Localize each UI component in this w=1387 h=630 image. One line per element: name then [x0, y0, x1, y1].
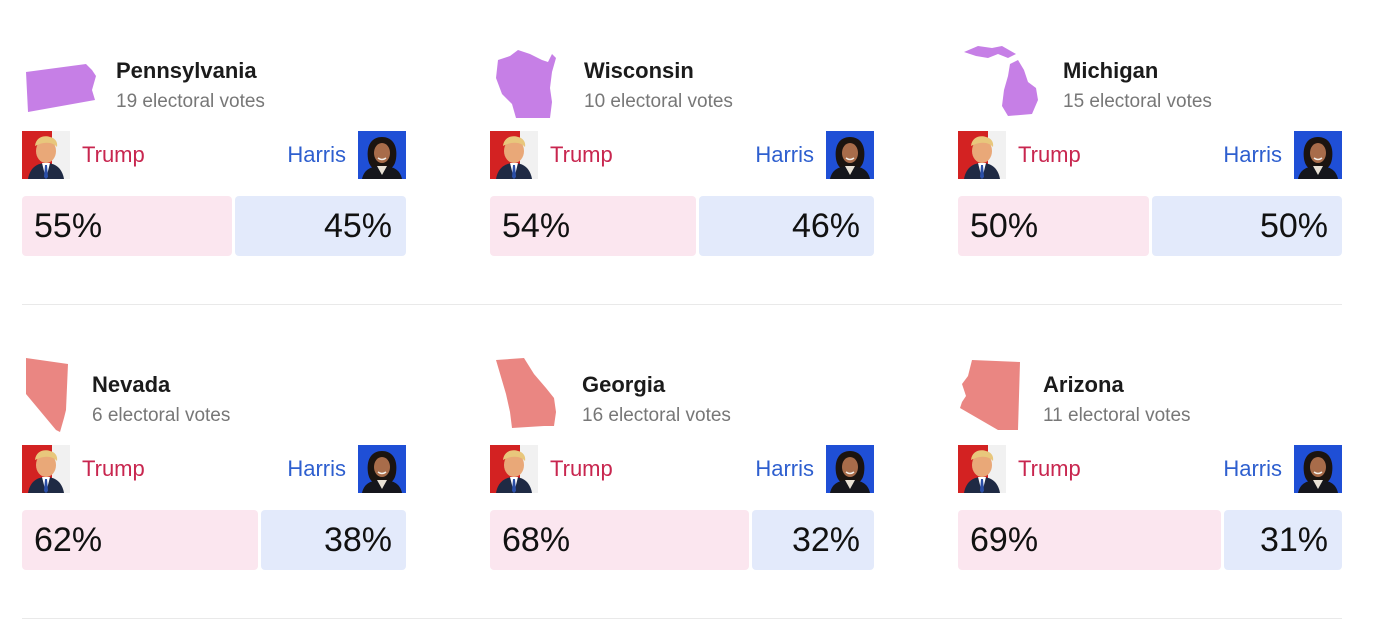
state-name: Georgia: [582, 372, 666, 397]
georgia-shape-icon: [490, 354, 570, 434]
state-card-michigan: Michigan 15 electoral votes Trump Harris: [958, 40, 1342, 296]
trump-label: Trump: [82, 456, 145, 481]
trump-label: Trump: [1018, 456, 1081, 481]
trump-avatar: [958, 445, 1006, 493]
trump-share: 62%: [22, 510, 258, 570]
state-card-georgia: Georgia 16 electoral votes Trump Harris: [490, 354, 874, 610]
trump-label: Trump: [1018, 142, 1081, 167]
harris-avatar: [1294, 445, 1342, 493]
row-divider: [22, 304, 1342, 305]
state-name: Arizona: [1043, 372, 1124, 397]
harris-avatar: [826, 131, 874, 179]
harris-share: 45%: [235, 196, 406, 256]
harris-avatar: [358, 131, 406, 179]
vote-share-bar: 55% 45%: [22, 196, 406, 256]
arizona-shape-icon: [958, 354, 1038, 434]
michigan-shape-icon: [958, 40, 1038, 120]
candidate-row: Trump Harris: [958, 445, 1342, 493]
harris-share: 31%: [1224, 510, 1342, 570]
state-card-nevada: Nevada 6 electoral votes Trump Harris: [22, 354, 406, 610]
nevada-shape-icon: [22, 354, 102, 434]
trump-avatar: [490, 445, 538, 493]
candidate-row: Trump Harris: [958, 131, 1342, 179]
harris-label: Harris: [287, 142, 346, 167]
harris-avatar: [358, 445, 406, 493]
harris-label: Harris: [1223, 142, 1282, 167]
trump-share: 54%: [490, 196, 696, 256]
electoral-votes: 15 electoral votes: [1063, 91, 1212, 112]
harris-label: Harris: [1223, 456, 1282, 481]
state-card-wisconsin: Wisconsin 10 electoral votes Trump Harri…: [490, 40, 874, 296]
harris-share: 38%: [261, 510, 406, 570]
trump-label: Trump: [82, 142, 145, 167]
vote-share-bar: 54% 46%: [490, 196, 874, 256]
trump-label: Trump: [550, 456, 613, 481]
row-divider: [22, 618, 1342, 619]
trump-avatar: [490, 131, 538, 179]
state-card-arizona: Arizona 11 electoral votes Trump Harris: [958, 354, 1342, 610]
electoral-votes: 10 electoral votes: [584, 91, 733, 112]
pennsylvania-shape-icon: [22, 40, 102, 120]
state-card-pennsylvania: Pennsylvania 19 electoral votes Trump Ha…: [22, 40, 406, 296]
state-name: Michigan: [1063, 58, 1159, 83]
candidate-row: Trump Harris: [22, 445, 406, 493]
harris-avatar: [826, 445, 874, 493]
trump-label: Trump: [550, 142, 613, 167]
trump-share: 69%: [958, 510, 1221, 570]
trump-avatar: [22, 131, 70, 179]
candidate-row: Trump Harris: [490, 131, 874, 179]
wisconsin-shape-icon: [490, 40, 570, 120]
electoral-votes: 19 electoral votes: [116, 91, 265, 112]
candidate-row: Trump Harris: [22, 131, 406, 179]
harris-share: 50%: [1152, 196, 1342, 256]
state-name: Nevada: [92, 372, 171, 397]
trump-share: 68%: [490, 510, 749, 570]
electoral-votes: 16 electoral votes: [582, 405, 731, 426]
candidate-row: Trump Harris: [490, 445, 874, 493]
vote-share-bar: 50% 50%: [958, 196, 1342, 256]
harris-avatar: [1294, 131, 1342, 179]
harris-share: 46%: [699, 196, 874, 256]
vote-share-bar: 69% 31%: [958, 510, 1342, 570]
vote-share-bar: 68% 32%: [490, 510, 874, 570]
trump-share: 50%: [958, 196, 1149, 256]
electoral-votes: 6 electoral votes: [92, 405, 231, 426]
state-name: Wisconsin: [584, 58, 694, 83]
trump-avatar: [22, 445, 70, 493]
state-name: Pennsylvania: [116, 58, 257, 83]
harris-share: 32%: [752, 510, 874, 570]
harris-label: Harris: [755, 142, 814, 167]
electoral-votes: 11 electoral votes: [1043, 405, 1191, 426]
vote-share-bar: 62% 38%: [22, 510, 406, 570]
trump-avatar: [958, 131, 1006, 179]
harris-label: Harris: [287, 456, 346, 481]
trump-share: 55%: [22, 196, 232, 256]
harris-label: Harris: [755, 456, 814, 481]
